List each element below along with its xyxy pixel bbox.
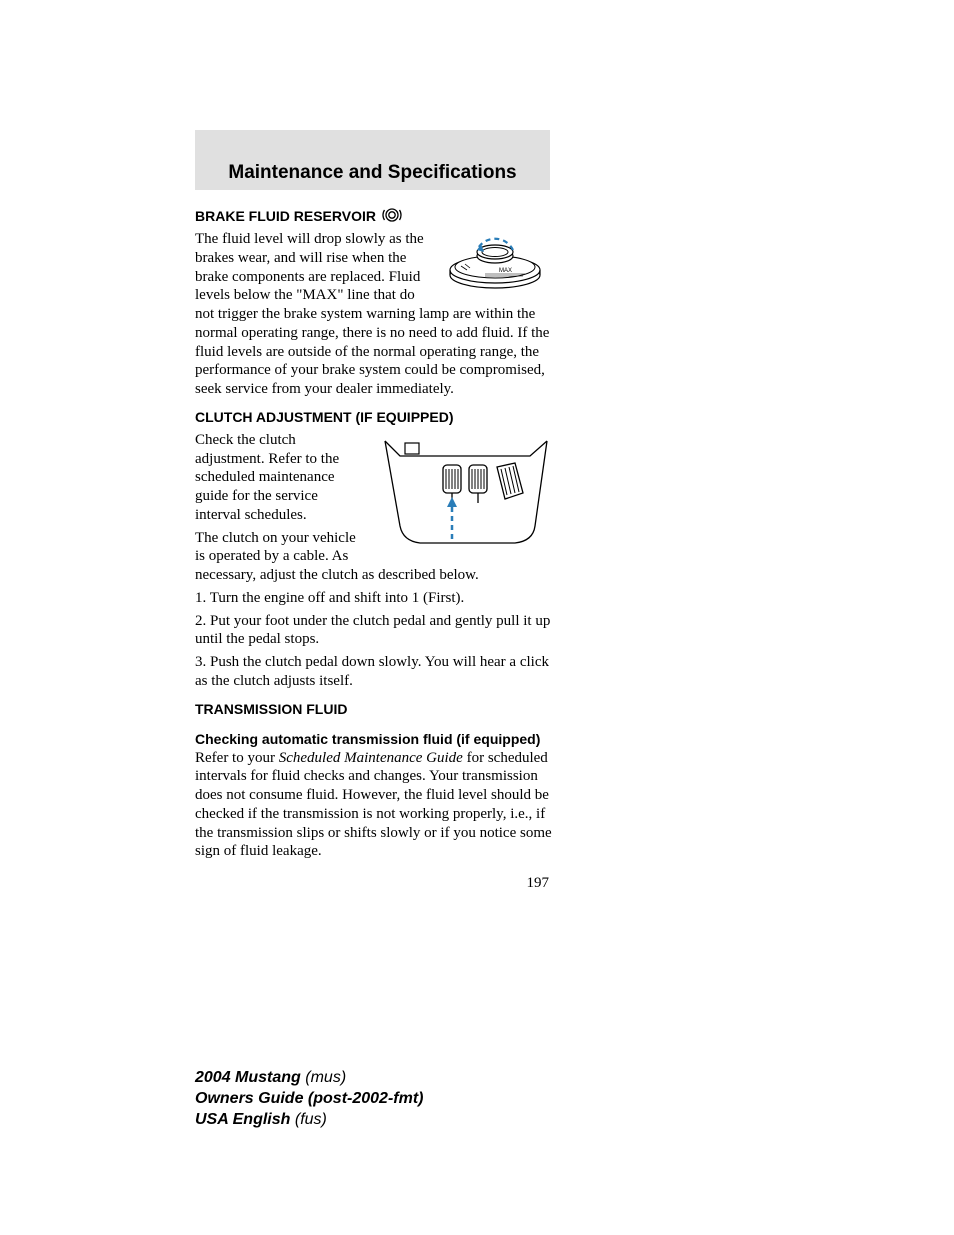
page-number: 197 [195,875,555,892]
heading-brake: BRAKE FLUID RESERVOIR [195,208,376,224]
footer-guide: Owners Guide (post-2002-fmt) [195,1090,423,1107]
brake-warning-icon [382,205,402,230]
footer-line-1: 2004 Mustang (mus) [195,1068,423,1089]
section-transmission: TRANSMISSION FLUID Checking automatic tr… [195,695,555,862]
footer-line-2: Owners Guide (post-2002-fmt) [195,1089,423,1110]
heading-transmission: TRANSMISSION FLUID [195,701,347,717]
accel-pedal-icon [497,463,523,499]
footer-lang-code: (fus) [295,1111,327,1128]
reservoir-max-label: MAX [499,268,512,274]
clutch-step2: 2. Put your foot under the clutch pedal … [195,612,555,650]
section-brake: BRAKE FLUID RESERVOIR [195,190,555,403]
footer-model: 2004 Mustang [195,1069,305,1086]
document-footer: 2004 Mustang (mus) Owners Guide (post-20… [195,1068,423,1130]
figure-brake-reservoir: MAX [435,230,555,300]
trans-body-italic: Scheduled Maintenance Guide [279,750,463,766]
clutch-step1: 1. Turn the engine off and shift into 1 … [195,589,555,608]
trans-body-pre: Refer to your [195,750,279,766]
footer-line-3: USA English (fus) [195,1110,423,1131]
clutch-step3: 3. Push the clutch pedal down slowly. Yo… [195,653,555,691]
page-content: Maintenance and Specifications BRAKE FLU… [195,130,555,892]
page-title: Maintenance and Specifications [195,162,550,184]
footer-model-code: (mus) [305,1069,346,1086]
figure-clutch-pedals [375,431,555,551]
brake-pedal-icon [469,465,487,503]
section-header-bar: Maintenance and Specifications [195,130,550,190]
transmission-body: Refer to your Scheduled Maintenance Guid… [195,749,555,862]
heading-clutch: CLUTCH ADJUSTMENT (IF EQUIPPED) [195,409,453,425]
section-clutch: CLUTCH ADJUSTMENT (IF EQUIPPED) [195,403,555,691]
footer-lang: USA English [195,1111,295,1128]
subheading-transmission: Checking automatic transmission fluid (i… [195,731,555,747]
